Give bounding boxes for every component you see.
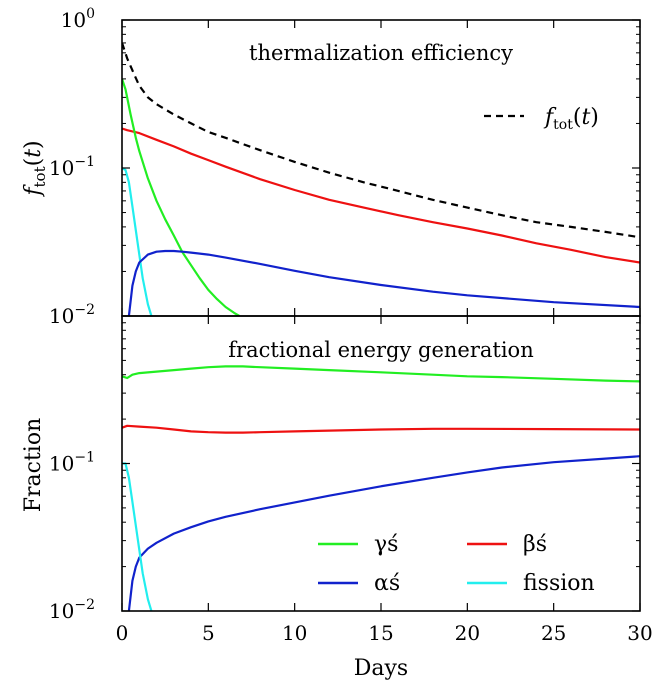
bottom-y-tick-label: 10−2 [49, 597, 95, 623]
x-tick-label: 15 [368, 621, 393, 645]
x-axis-label: Days [354, 656, 408, 681]
x-tick-label: 10 [282, 621, 307, 645]
panel-thermalization-efficiency: 10−2 10−1 100 thermalization efficiency ft… [21, 6, 641, 328]
x-tick-label: 5 [202, 621, 215, 645]
top-panel-title: thermalization efficiency [249, 41, 513, 65]
top-y-axis-label: ftot(t) [21, 140, 49, 197]
x-tick-label: 20 [455, 621, 480, 645]
panel-fractional-energy-generation: 0 5 10 15 20 25 30 10−2 10−1 fractional energy g… [21, 315, 653, 681]
top-y-tick-label: 100 [61, 6, 95, 32]
legend-label-beta: βś [523, 532, 547, 557]
bottom-y-tick-label: 10−1 [49, 450, 95, 476]
bottom-y-axis-label: Fraction [21, 418, 46, 513]
bottom-series-group [122, 365, 640, 611]
legend-label-alpha: αś [374, 571, 400, 596]
top-ticks-group: 10−2 10−1 100 [49, 6, 641, 328]
top-legend: ftot(t) [484, 105, 599, 133]
bottom-series-beta [122, 424, 640, 434]
bottom-legend: γś βś αś fission [318, 532, 595, 596]
top-y-tick-label: 10−2 [49, 302, 95, 328]
legend-label-fission: fission [523, 571, 595, 596]
legend-label-gamma: γś [374, 532, 398, 557]
legend-label-ftot: ftot(t) [543, 105, 599, 133]
top-series-beta [122, 127, 640, 264]
top-series-alpha [127, 249, 640, 316]
x-tick-label: 30 [627, 621, 652, 645]
top-series-ftot [122, 42, 640, 239]
top-series-group [122, 42, 640, 316]
top-series-gamma [122, 78, 240, 316]
bottom-series-fission [122, 462, 153, 611]
x-tick-label: 0 [116, 621, 129, 645]
bottom-series-gamma [122, 365, 640, 383]
top-series-fission [122, 167, 153, 316]
bottom-ticks-group: 0 5 10 15 20 25 30 10−2 10−1 [49, 316, 653, 645]
x-tick-label: 25 [541, 621, 566, 645]
top-y-tick-label: 10−1 [49, 154, 95, 180]
bottom-panel-title: fractional energy generation [228, 338, 533, 362]
